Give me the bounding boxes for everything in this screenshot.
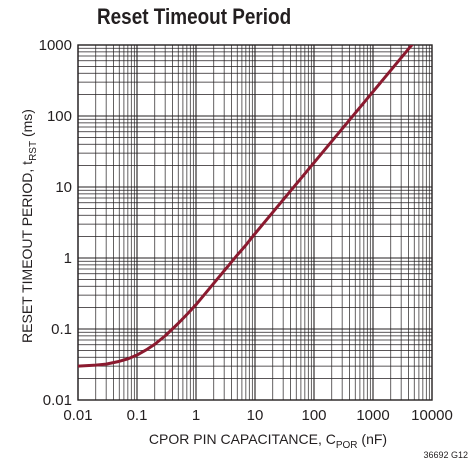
y-tick-label: 1 [64, 250, 72, 267]
x-axis-label-sub: POR [336, 440, 358, 451]
y-tick-label: 0.01 [43, 392, 72, 409]
chart-title: Reset Timeout Period [97, 4, 292, 29]
y-tick-label: 10 [55, 179, 72, 196]
x-tick-label: 0.01 [63, 407, 92, 424]
y-axis-label-unit: (ms) [19, 109, 35, 141]
y-axis-label-sub: RST [28, 141, 39, 161]
y-tick-label: 0.1 [51, 321, 72, 338]
x-axis-label-unit: (nF) [358, 431, 388, 447]
x-tick-label: 0.1 [127, 407, 148, 424]
y-tick-labels: 0.01 0.1 1 10 100 1000 [39, 37, 72, 409]
x-tick-label: 100 [301, 407, 326, 424]
y-axis-label-main: RESET TIMEOUT PERIOD, t [19, 161, 35, 343]
plot-border [77, 44, 433, 401]
x-tick-label: 1000 [356, 407, 389, 424]
x-tick-label: 10000 [411, 407, 453, 424]
series-line [78, 45, 414, 368]
x-tick-label: 1 [192, 407, 200, 424]
x-tick-label: 10 [247, 407, 264, 424]
figure-code: 36692 G12 [423, 450, 468, 460]
x-axis-label-main: CPOR PIN CAPACITANCE, C [149, 431, 336, 447]
plot-frame [77, 44, 433, 401]
grid [77, 45, 432, 401]
x-axis-label: CPOR PIN CAPACITANCE, CPOR (nF) [149, 431, 387, 451]
x-tick-labels: 0.01 0.1 1 10 100 1000 10000 [63, 407, 452, 424]
y-tick-label: 1000 [39, 37, 72, 54]
y-axis-label: RESET TIMEOUT PERIOD, tRST (ms) [19, 109, 39, 343]
series-layer [78, 45, 414, 368]
y-tick-label: 100 [47, 108, 72, 125]
